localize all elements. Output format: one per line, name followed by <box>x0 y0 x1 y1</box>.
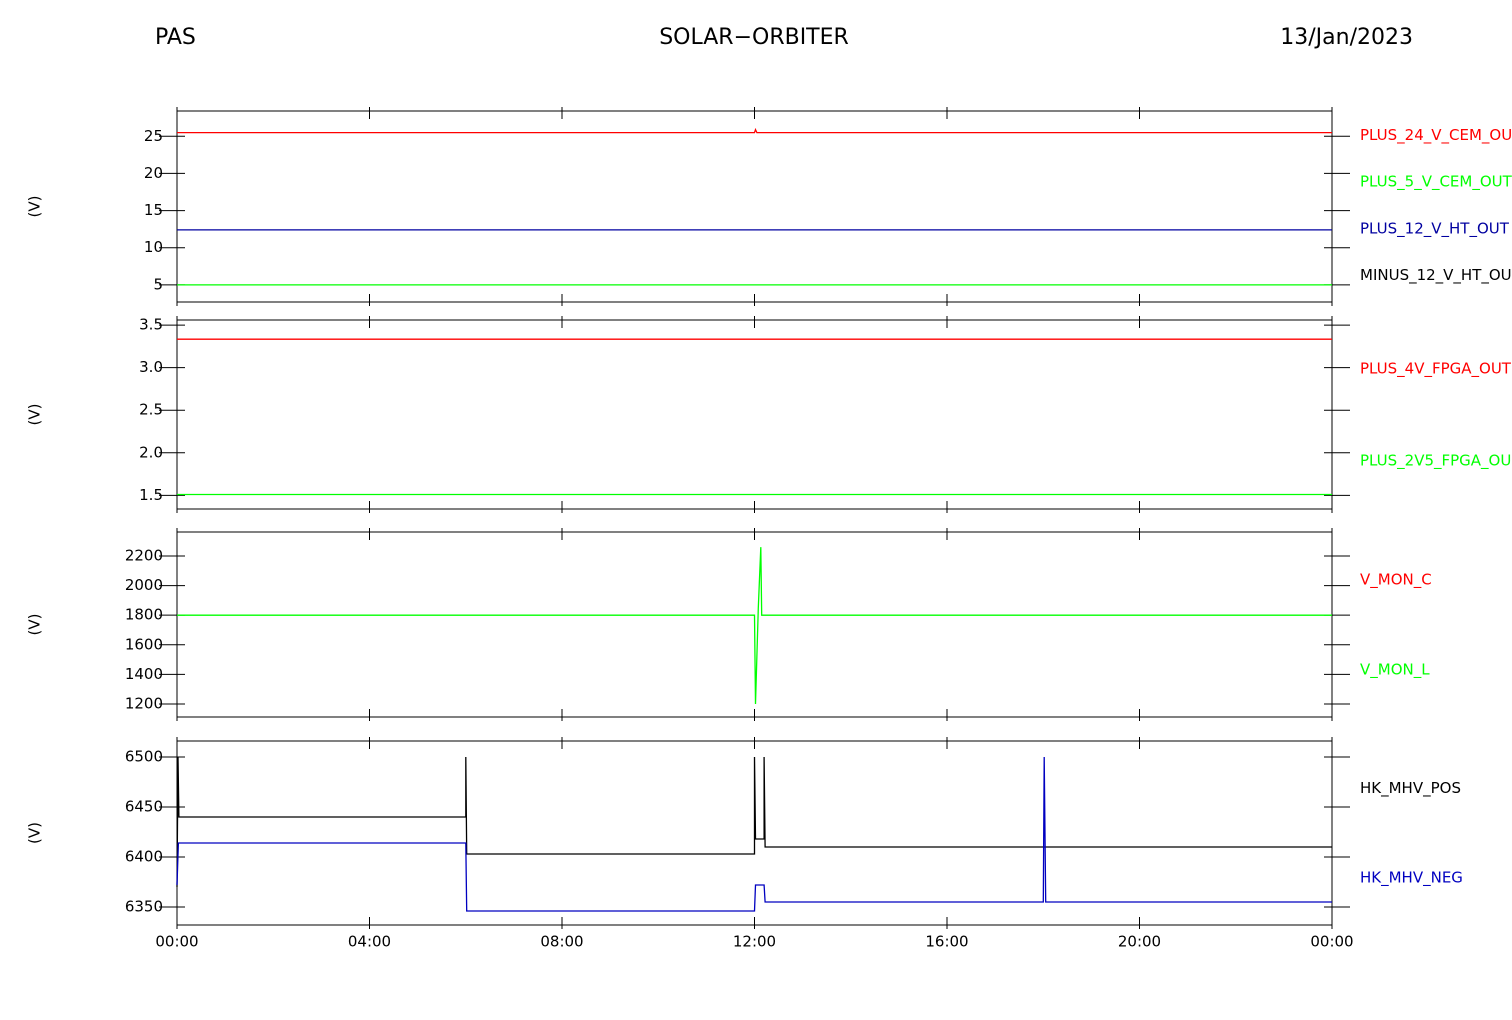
x-tick-label: 00:00 <box>1310 933 1353 951</box>
y-tick-label: 6350 <box>125 898 163 916</box>
y-tick-label: 5 <box>153 275 163 293</box>
x-tick-label: 04:00 <box>348 933 391 951</box>
x-tick-label: 08:00 <box>540 933 583 951</box>
y-axis-label: (V) <box>26 404 44 426</box>
header-date: 13/Jan/2023 <box>1280 25 1413 50</box>
legend-label: PLUS_2V5_FPGA_OU <box>1360 451 1511 470</box>
legend-label: HK_MHV_POS <box>1360 779 1461 798</box>
y-tick-label: 25 <box>144 127 163 145</box>
y-tick-label: 1800 <box>125 606 163 624</box>
x-tick-label: 00:00 <box>155 933 198 951</box>
legend-label: PLUS_12_V_HT_OUT <box>1360 219 1510 238</box>
y-tick-label: 2000 <box>125 576 163 594</box>
y-tick-label: 6400 <box>125 848 163 866</box>
y-tick-label: 2200 <box>125 546 163 564</box>
legend-label: HK_MHV_NEG <box>1360 869 1463 888</box>
y-axis-label: (V) <box>26 822 44 844</box>
y-tick-label: 1200 <box>125 694 163 712</box>
x-tick-label: 16:00 <box>925 933 968 951</box>
legend-label: V_MON_L <box>1360 660 1430 679</box>
y-tick-label: 2.5 <box>139 401 163 419</box>
y-tick-label: 1.5 <box>139 486 163 504</box>
series-line <box>176 756 1332 912</box>
series-line <box>176 756 1332 888</box>
x-tick-label: 20:00 <box>1118 933 1161 951</box>
header-title: SOLAR−ORBITER <box>659 25 849 50</box>
legend-label: PLUS_4V_FPGA_OUT <box>1360 359 1512 378</box>
header-left: PAS <box>155 25 196 50</box>
plot-frame <box>176 319 1333 510</box>
y-tick-label: 3.0 <box>139 358 163 376</box>
y-tick-label: 1600 <box>125 635 163 653</box>
legend-label: PLUS_24_V_CEM_OU <box>1360 126 1512 145</box>
legend-label: PLUS_5_V_CEM_OUT <box>1360 173 1512 192</box>
y-axis-label: (V) <box>26 196 44 218</box>
series-line <box>177 127 1332 134</box>
y-tick-label: 6450 <box>125 798 163 816</box>
y-tick-label: 15 <box>144 201 163 219</box>
y-tick-label: 6500 <box>125 748 163 766</box>
y-tick-label: 1400 <box>125 665 163 683</box>
y-tick-label: 20 <box>144 164 163 182</box>
y-tick-label: 2.0 <box>139 443 163 461</box>
y-axis-label: (V) <box>26 614 44 636</box>
series-line <box>177 547 1332 705</box>
y-tick-label: 3.5 <box>139 316 163 334</box>
x-tick-label: 12:00 <box>733 933 776 951</box>
y-tick-label: 10 <box>144 238 163 256</box>
plot-frame <box>176 110 1333 303</box>
legend-label: V_MON_C <box>1360 570 1432 589</box>
legend-label: MINUS_12_V_HT_OU <box>1360 266 1512 285</box>
